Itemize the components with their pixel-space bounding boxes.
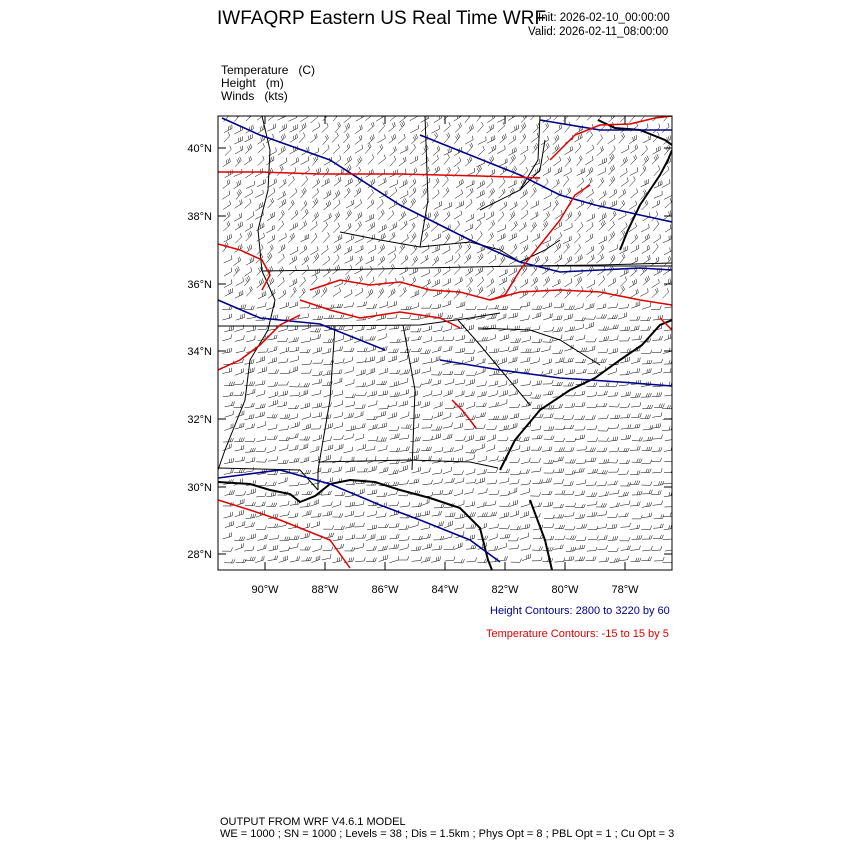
gulf-coast xyxy=(218,478,493,570)
lon-tick-label: 84°W xyxy=(431,584,459,596)
plot-title: IWFAQRP Eastern US Real Time WRF xyxy=(217,8,547,29)
state-border-va-nc xyxy=(519,262,672,267)
field-temperature-unit: (C) xyxy=(298,63,316,77)
state-border-fl xyxy=(317,459,499,469)
temperature-contours xyxy=(218,116,672,569)
field-temperature-name: Temperature xyxy=(221,63,289,77)
lat-tick-label: 40°N xyxy=(187,143,212,155)
height-contours-note: Height Contours: 2800 to 3220 by 60 xyxy=(490,605,670,617)
state-border-ga-sc xyxy=(457,319,531,406)
state-border-tn-south xyxy=(299,312,501,327)
state-border-il-in xyxy=(419,116,429,248)
atlantic-coast-florida xyxy=(529,499,553,570)
init-time: Init: 2026-02-10_00:00:00 xyxy=(538,12,670,24)
lon-tick-label: 82°W xyxy=(491,584,519,596)
field-winds-unit: (kts) xyxy=(264,89,288,103)
lat-tick-label: 28°N xyxy=(187,549,212,561)
map-content xyxy=(218,116,672,570)
coastlines xyxy=(218,119,672,570)
wind-barb-field xyxy=(222,116,672,564)
height-contours xyxy=(218,117,672,563)
field-height-name: Height xyxy=(221,76,256,90)
field-winds-name: Winds xyxy=(221,89,255,103)
lon-tick-label: 86°W xyxy=(371,584,399,596)
valid-time: Valid: 2026-02-11_08:00:00 xyxy=(528,26,669,38)
lat-tick-label: 30°N xyxy=(187,482,212,494)
lon-tick-label: 78°W xyxy=(611,584,639,596)
atlantic-coast-southeast xyxy=(499,319,672,471)
state-border-ms-river xyxy=(218,270,276,471)
field-height: Height (m) xyxy=(221,77,284,90)
field-height-unit: (m) xyxy=(265,76,284,90)
lon-tick-label: 80°W xyxy=(551,584,579,596)
temperature-contours-note: Temperature Contours: -15 to 15 by 5 xyxy=(486,628,669,640)
lat-tick-label: 38°N xyxy=(187,211,212,223)
lon-tick-label: 90°W xyxy=(251,584,279,596)
state-border-tn-ky xyxy=(261,265,672,272)
state-border-la xyxy=(218,467,319,491)
lat-tick-label: 34°N xyxy=(187,346,212,358)
state-border-al-ga xyxy=(402,324,416,471)
state-border-missouri xyxy=(257,116,271,272)
axis-ticks: 40°N 38°N 36°N 34°N 32°N 30°N 28°N 90°W 88°W 86°W… xyxy=(187,116,672,596)
state-border-nc-sc xyxy=(477,327,601,366)
map-background xyxy=(218,116,672,570)
lat-tick-label: 36°N xyxy=(187,279,212,291)
field-winds: Winds (kts) xyxy=(221,90,288,103)
wind-barbs xyxy=(222,116,672,564)
model-info-line2: WE = 1000 ; SN = 1000 ; Levels = 38 ; Di… xyxy=(220,828,675,840)
state-border-in-oh xyxy=(519,116,541,191)
chesapeake-coast xyxy=(619,149,672,251)
model-info-line1: OUTPUT FROM WRF V4.6.1 MODEL xyxy=(220,816,406,828)
lat-tick-label: 32°N xyxy=(187,414,212,426)
field-temperature: Temperature (C) xyxy=(221,64,315,77)
lon-tick-label: 88°W xyxy=(311,584,339,596)
